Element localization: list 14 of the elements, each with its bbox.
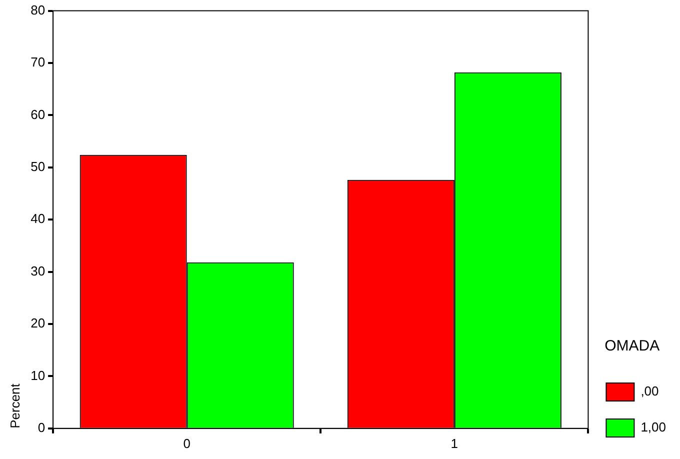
y-tick-label: 20 [30,316,46,331]
legend-label: ,00 [640,384,659,399]
legend-label: 1,00 [640,420,666,435]
y-tick-label: 0 [38,420,46,435]
y-tick-label: 50 [30,158,46,174]
y-axis-title: Percent [7,383,22,428]
y-tick-label: 10 [30,368,46,383]
x-tick-label: 1 [450,436,458,451]
y-tick-label: 70 [30,54,46,70]
y-tick-label: 80 [30,2,46,18]
legend-title: OMADA [604,338,660,355]
y-tick-label: 30 [30,263,46,278]
y-tick-label: 40 [30,211,46,226]
y-tick-label: 60 [30,106,46,122]
